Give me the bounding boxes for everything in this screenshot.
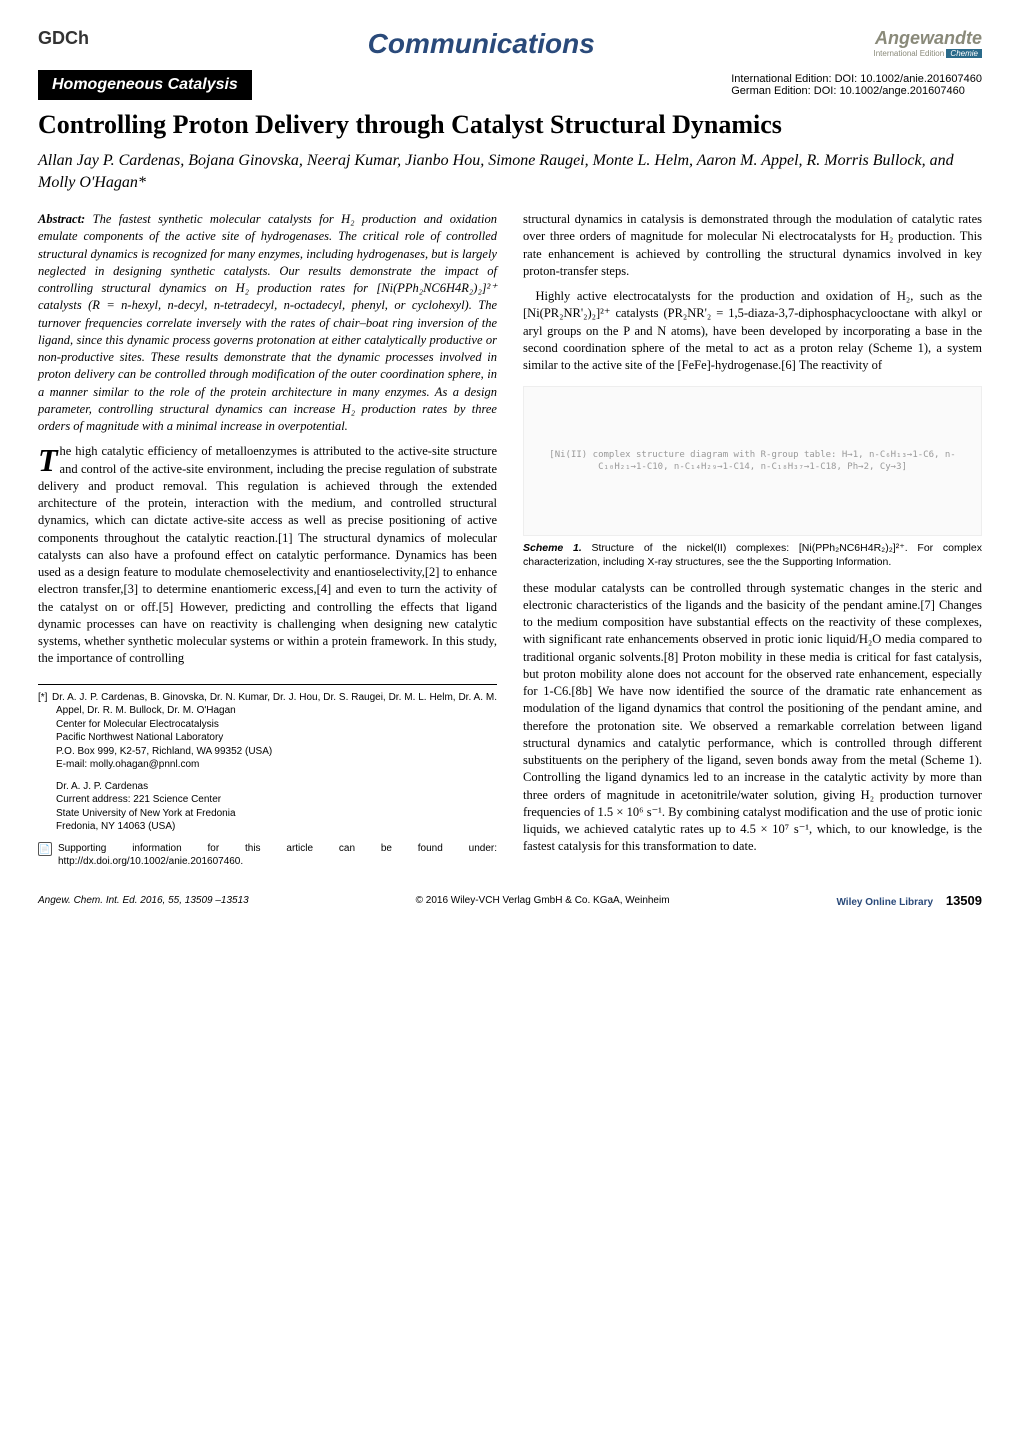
journal-sub-prefix: International Edition (873, 49, 944, 58)
journal-badge: Angewandte International Edition Chemie (873, 28, 982, 58)
scheme-1-figure: [Ni(II) complex structure diagram with R… (523, 386, 982, 536)
scheme-1: [Ni(II) complex structure diagram with R… (523, 386, 982, 569)
body-right-p3: these modular catalysts can be controlle… (523, 580, 982, 856)
left-column: Abstract: The fastest synthetic molecula… (38, 211, 497, 869)
suppinfo-text: Supporting information for this article … (58, 842, 497, 869)
gdch-logo: GDCh (38, 28, 89, 49)
right-column: structural dynamics in catalysis is demo… (523, 211, 982, 869)
doi-block: International Edition: DOI: 10.1002/anie… (731, 73, 982, 97)
affil-authors: Dr. A. J. P. Cardenas, B. Ginovska, Dr. … (52, 692, 497, 717)
paper-title: Controlling Proton Delivery through Cata… (38, 110, 982, 140)
affil-center: Center for Molecular Electrocatalysis (56, 719, 219, 730)
affil-lab: Pacific Northwest National Laboratory (56, 732, 223, 743)
dropcap: T (38, 443, 60, 474)
footer-wol: Wiley Online Library (836, 897, 933, 908)
page-header: GDCh Communications Angewandte Internati… (38, 28, 982, 60)
affil-address: P.O. Box 999, K2-57, Richland, WA 99352 … (56, 746, 272, 757)
suppinfo-icon: 📄 (38, 842, 52, 856)
affil2-current: Current address: 221 Science Center (56, 794, 221, 805)
footer-citation: Angew. Chem. Int. Ed. 2016, 55, 13509 –1… (38, 895, 249, 906)
doi-intl-value: DOI: 10.1002/anie.201607460 (835, 73, 982, 85)
body-right-p2: Highly active electrocatalysts for the p… (523, 288, 982, 374)
doi-german-label: German Edition: (731, 85, 810, 97)
section-title: Communications (89, 28, 873, 60)
journal-sub-suffix: Chemie (946, 49, 982, 58)
footer-page-number: 13509 (946, 893, 982, 908)
abstract-label: Abstract: (38, 212, 85, 226)
corresponding-star: [*] (38, 691, 52, 705)
journal-name: Angewandte (875, 28, 982, 48)
scheme-1-label: Scheme 1. (523, 542, 582, 554)
authors: Allan Jay P. Cardenas, Bojana Ginovska, … (38, 150, 982, 193)
affil-email: E-mail: molly.ohagan@pnnl.com (56, 759, 199, 770)
abstract-text: The fastest synthetic molecular catalyst… (38, 212, 497, 433)
affiliation-block: [*]Dr. A. J. P. Cardenas, B. Ginovska, D… (38, 684, 497, 869)
category-badge: Homogeneous Catalysis (38, 70, 252, 100)
doi-intl-label: International Edition: (731, 73, 831, 85)
affil2-univ: State University of New York at Fredonia (56, 808, 236, 819)
page-footer: Angew. Chem. Int. Ed. 2016, 55, 13509 –1… (38, 893, 982, 908)
body-left-p1: he high catalytic efficiency of metalloe… (38, 444, 497, 665)
footer-copyright: © 2016 Wiley-VCH Verlag GmbH & Co. KGaA,… (416, 895, 670, 906)
doi-german-value: DOI: 10.1002/ange.201607460 (814, 85, 965, 97)
scheme-1-caption: Structure of the nickel(II) complexes: [… (523, 542, 982, 568)
affil2-name: Dr. A. J. P. Cardenas (56, 781, 148, 792)
body-right-p1: structural dynamics in catalysis is demo… (523, 211, 982, 280)
affil2-city: Fredonia, NY 14063 (USA) (56, 821, 175, 832)
